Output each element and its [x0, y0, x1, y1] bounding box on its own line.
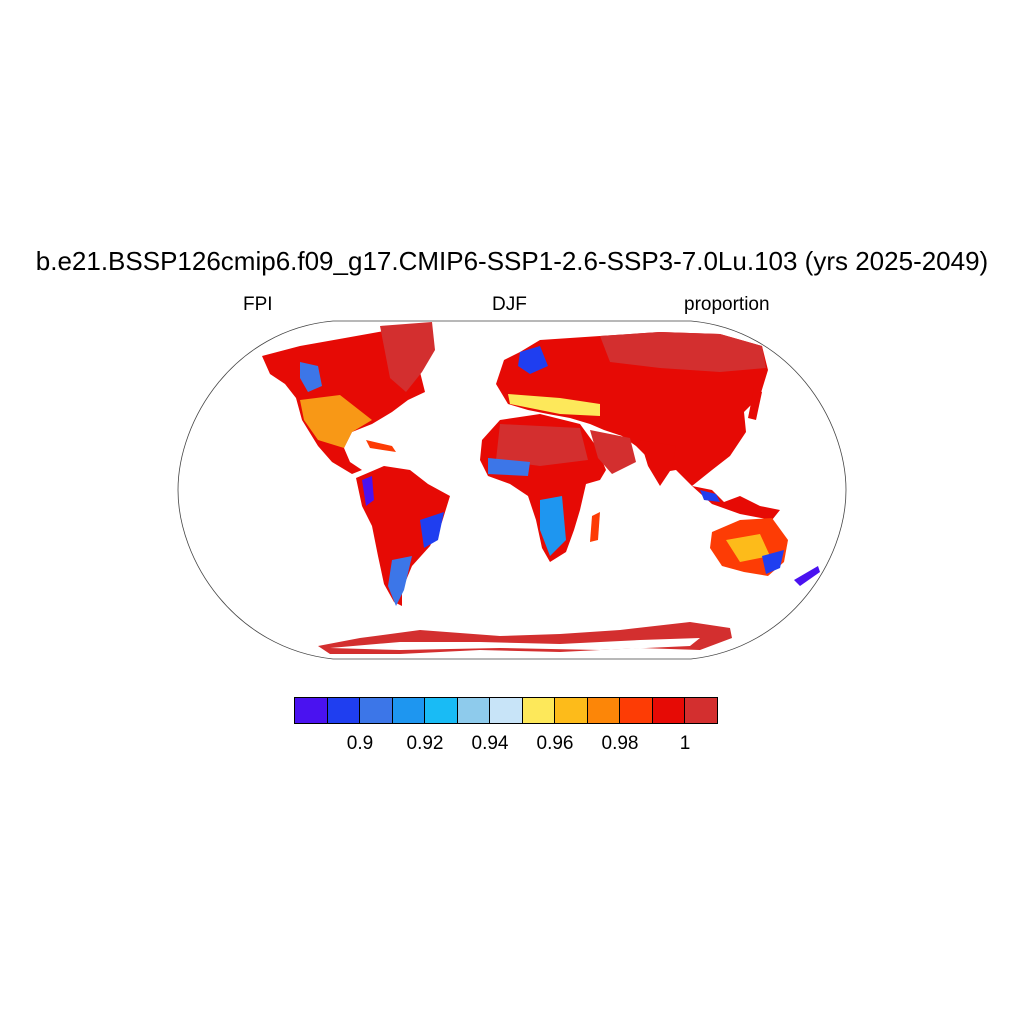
africa-sahel-blue	[488, 458, 530, 476]
colorbar-box	[456, 697, 490, 724]
colorbar-tick-label: 0.98	[601, 733, 639, 754]
colorbar-tick-label: 0.9	[346, 733, 374, 754]
europe-blue	[518, 346, 548, 374]
colorbar-tick-label: 0.94	[471, 733, 509, 754]
colorbar-tick-label: 0.96	[536, 733, 574, 754]
colorbar-box	[554, 697, 588, 724]
antarctica-interior	[330, 638, 700, 650]
south-america-east-blue	[420, 512, 444, 548]
map-title: b.e21.BSSP126cmip6.f09_g17.CMIP6-SSP1-2.…	[35, 246, 989, 276]
colorbar-box	[424, 697, 458, 724]
sahara-dark	[496, 424, 588, 466]
greenland-land	[380, 322, 435, 392]
colorbar-box	[651, 697, 685, 724]
left-string: FPI	[243, 294, 273, 315]
caribbean-land	[366, 440, 396, 452]
colorbar-box	[489, 697, 523, 724]
colorbar-box	[391, 697, 425, 724]
australia-interior-yellow	[726, 534, 770, 562]
south-america-south-blue	[388, 556, 412, 606]
arabia-land	[590, 430, 636, 474]
colorbar-box	[619, 697, 653, 724]
colorbar-box	[684, 697, 718, 724]
center-string: DJF	[492, 294, 527, 315]
colorbar-tick-label: 0.92	[406, 733, 444, 754]
colorbar	[294, 697, 718, 724]
colorbar-box	[294, 697, 328, 724]
japan-land	[748, 388, 762, 420]
colorbar-box	[359, 697, 393, 724]
southeast-asia-blue	[700, 490, 720, 502]
colorbar-box	[521, 697, 555, 724]
north-america-west-blue	[300, 362, 322, 392]
madagascar-land	[590, 512, 600, 542]
africa-south-blue	[540, 496, 566, 556]
new-zealand-land	[794, 566, 820, 586]
india-land	[640, 440, 676, 486]
colorbar-tick-label: 1	[679, 733, 691, 754]
siberia-north	[600, 332, 766, 372]
australia-southeast-blue	[762, 550, 784, 574]
south-america-west-blue	[362, 476, 374, 506]
south-america-land	[356, 466, 450, 606]
europe-yellow	[508, 394, 600, 416]
north-america-south-patch	[300, 395, 372, 448]
colorbar-box	[326, 697, 360, 724]
colorbar-box	[586, 697, 620, 724]
right-string: proportion	[684, 294, 770, 315]
